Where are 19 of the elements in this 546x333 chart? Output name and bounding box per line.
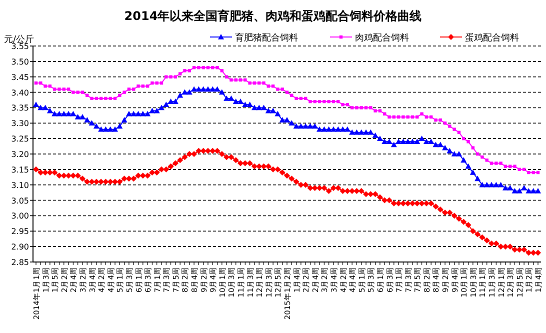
y-tick-label: 2.95 xyxy=(11,227,29,236)
y-tick-label: 3.05 xyxy=(11,196,29,206)
legend-label: 蛋鸡配合饲料 xyxy=(465,32,519,44)
y-tick-label: 3.40 xyxy=(11,88,29,98)
y-tick-label: 2.90 xyxy=(11,242,29,252)
y-tick-label: 3.35 xyxy=(11,104,29,113)
y-tick-label: 3.55 xyxy=(11,42,29,51)
legend-label: 肉鸡配合饲料 xyxy=(355,32,409,44)
y-tick-label: 3.00 xyxy=(11,212,29,221)
y-tick-label: 3.45 xyxy=(11,72,29,82)
y-tick-label: 3.10 xyxy=(11,180,29,190)
y-tick-label: 3.15 xyxy=(11,165,29,174)
chart-title: 2014年以来全国育肥猪、肉鸡和蛋鸡配合饲料价格曲线 xyxy=(124,9,422,23)
y-tick-label: 3.30 xyxy=(11,119,29,128)
legend-label: 育肥猪配合饲料 xyxy=(235,32,298,44)
y-tick-label: 3.50 xyxy=(11,57,29,66)
y-tick-label: 3.20 xyxy=(11,150,29,159)
y-tick-label: 2.85 xyxy=(11,258,29,267)
y-tick-label: 3.25 xyxy=(11,134,29,144)
